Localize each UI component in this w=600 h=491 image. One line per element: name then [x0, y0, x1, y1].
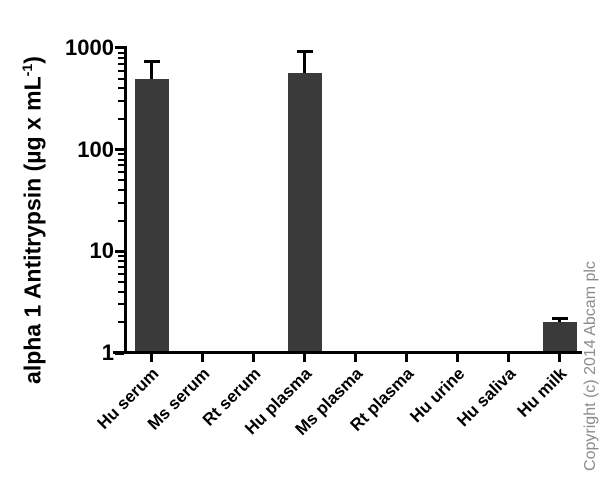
- y-axis-minor-tick: [118, 254, 124, 257]
- bar-hu-serum: [134, 78, 169, 351]
- x-axis-tick: [303, 354, 306, 362]
- bar-hu-plasma: [287, 72, 322, 351]
- y-axis-minor-tick: [118, 100, 124, 103]
- error-bar-cap: [143, 60, 160, 64]
- x-axis-tick: [507, 354, 510, 362]
- y-axis-minor-tick: [118, 280, 124, 283]
- y-axis-title: alpha 1 Antitrypsin (µg x mL-1): [20, 56, 47, 384]
- y-axis-minor-tick: [118, 201, 124, 204]
- x-axis-tick: [456, 354, 459, 362]
- y-axis-minor-tick: [118, 290, 124, 293]
- error-bar-cap: [551, 316, 568, 320]
- y-axis-major-tick: [115, 148, 124, 152]
- y-axis-major-tick: [115, 249, 124, 253]
- y-axis-minor-tick: [118, 62, 124, 65]
- y-axis-minor-tick: [118, 303, 124, 306]
- y-axis-minor-tick: [118, 321, 124, 324]
- error-bar-cap: [296, 49, 313, 53]
- x-axis-tick: [150, 354, 153, 362]
- y-axis-minor-tick: [118, 56, 124, 59]
- y-axis-minor-tick: [118, 219, 124, 222]
- y-axis-minor-tick: [118, 69, 124, 72]
- y-axis-minor-tick: [118, 179, 124, 182]
- y-axis-minor-tick: [118, 158, 124, 161]
- y-axis-minor-tick: [118, 87, 124, 90]
- y-axis-minor-tick: [118, 51, 124, 54]
- copyright-notice: Copyright (c) 2014 Abcam plc: [582, 261, 599, 471]
- x-axis-tick: [354, 354, 357, 362]
- error-bar-stem: [558, 318, 561, 325]
- y-axis-minor-tick: [118, 260, 124, 263]
- y-axis-minor-tick: [118, 272, 124, 275]
- y-axis-minor-tick: [118, 171, 124, 174]
- y-axis-tick-label: 1: [101, 340, 114, 365]
- x-axis-tick: [558, 354, 561, 362]
- y-axis-tick-label: 10: [89, 238, 114, 264]
- y-axis-line: [124, 46, 127, 354]
- y-axis-minor-tick: [118, 266, 124, 269]
- y-axis-major-tick: [115, 351, 124, 355]
- y-axis-minor-tick: [118, 118, 124, 121]
- x-axis-tick: [252, 354, 255, 362]
- x-axis-tick: [405, 354, 408, 362]
- y-axis-major-tick: [115, 46, 124, 50]
- y-axis-minor-tick: [118, 153, 124, 156]
- error-bar-stem: [303, 51, 306, 75]
- y-axis-minor-tick: [118, 77, 124, 80]
- bar-hu-milk: [542, 322, 577, 351]
- y-axis-minor-tick: [118, 189, 124, 192]
- y-axis-minor-tick: [118, 164, 124, 167]
- y-axis-title-text: alpha 1 Antitrypsin (µg x mL: [19, 76, 46, 384]
- x-axis-line: [113, 351, 582, 354]
- error-bar-stem: [150, 61, 153, 81]
- y-axis-title-superscript: -1: [19, 63, 36, 77]
- y-axis-tick-label: 100: [77, 136, 114, 162]
- y-axis-tick-label: 1000: [65, 34, 114, 60]
- x-axis-tick: [201, 354, 204, 362]
